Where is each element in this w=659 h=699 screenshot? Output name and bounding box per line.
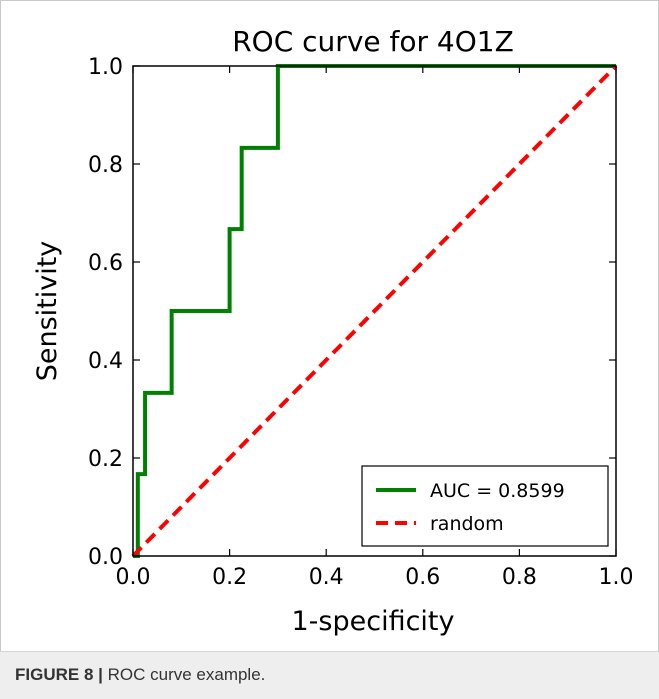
- x-tick-label: 0.8: [502, 565, 537, 590]
- y-tick-label: 0.6: [88, 251, 123, 276]
- random-baseline-line: [131, 64, 618, 558]
- plot-border: [132, 65, 617, 557]
- plot-area: [131, 64, 618, 558]
- y-tick-label: 0.4: [88, 349, 123, 374]
- x-tick-label: 0.4: [309, 565, 344, 590]
- y-tick-label: 1.0: [88, 55, 123, 80]
- legend-label-random: random: [430, 513, 504, 535]
- x-tick-label: 0.0: [116, 565, 151, 590]
- chart-title: ROC curve for 4O1Z: [232, 25, 514, 58]
- x-tick-label: 1.0: [599, 565, 634, 590]
- legend: AUC = 0.8599 random: [361, 465, 609, 547]
- caption-text: ROC curve example.: [102, 665, 266, 684]
- x-tick-label: 0.2: [212, 565, 247, 590]
- y-tick-label: 0.0: [88, 545, 123, 570]
- legend-box: [361, 465, 609, 547]
- y-axis-title: Sensitivity: [32, 241, 63, 382]
- y-tick-label: 0.8: [88, 153, 123, 178]
- x-tick-label: 0.6: [405, 565, 440, 590]
- figure-caption: FIGURE 8 | ROC curve example.: [0, 651, 659, 699]
- x-axis-title: 1-specificity: [291, 606, 454, 637]
- y-tick-label: 0.2: [88, 447, 123, 472]
- roc-curve-line: [133, 64, 616, 558]
- axis-ticks: 0.0 0.2 0.4 0.6 0.8 1.0 0.0 0.2 0.4 0.6 0.8 1.0: [88, 55, 634, 590]
- figure-number: FIGURE 8 |: [15, 665, 103, 684]
- legend-label-roc: AUC = 0.8599: [430, 480, 565, 502]
- roc-chart: ROC curve for 4O1Z 0.0 0.2 0.4 0.6 0.8 1.00.0…: [32, 25, 634, 637]
